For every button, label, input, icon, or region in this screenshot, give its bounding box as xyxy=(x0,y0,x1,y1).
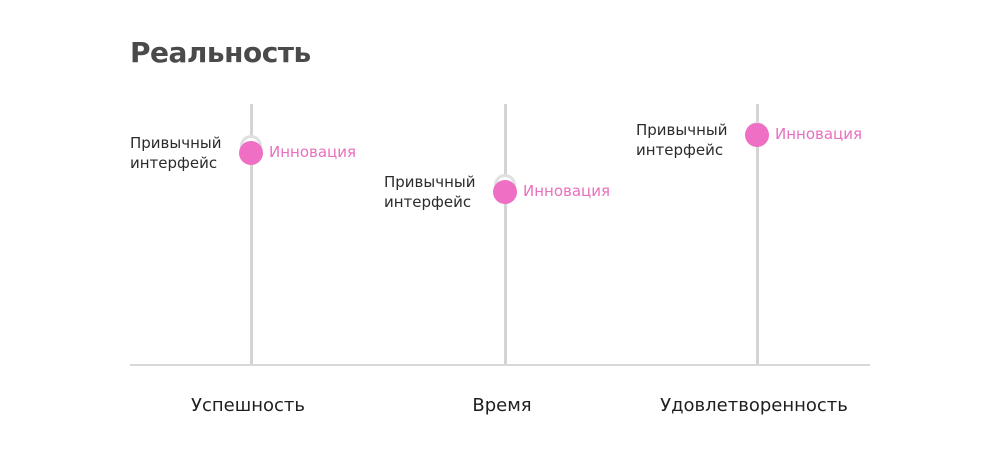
innovation-label: Инновация xyxy=(523,182,611,201)
habitual-interface-label-line1: Привычный xyxy=(636,120,728,139)
chart-title: Реальность xyxy=(130,36,311,69)
habitual-interface-label: Привычный интерфейс xyxy=(130,133,250,173)
category-label: Удовлетворенность xyxy=(660,395,848,416)
category-label: Время xyxy=(472,395,532,416)
habitual-interface-label-line2: интерфейс xyxy=(384,192,472,211)
innovation-label: Инновация xyxy=(775,125,863,144)
habitual-interface-label-line1: Привычный xyxy=(384,172,476,191)
axis-line xyxy=(755,104,759,364)
habitual-interface-label: Привычный интерфейс xyxy=(636,120,756,160)
habitual-interface-label-line2: интерфейс xyxy=(130,153,218,172)
axis-line xyxy=(249,104,253,364)
innovation-label: Инновация xyxy=(269,143,357,162)
innovation-marker xyxy=(239,141,263,166)
category-label: Успешность xyxy=(191,395,305,416)
habitual-interface-label-line1: Привычный xyxy=(130,133,222,152)
habitual-interface-label: Привычный интерфейс xyxy=(384,172,504,212)
baseline xyxy=(130,364,870,366)
innovation-marker xyxy=(745,123,769,148)
innovation-marker xyxy=(493,180,517,205)
axis-line xyxy=(503,104,507,364)
habitual-interface-label-line2: интерфейс xyxy=(636,140,724,159)
